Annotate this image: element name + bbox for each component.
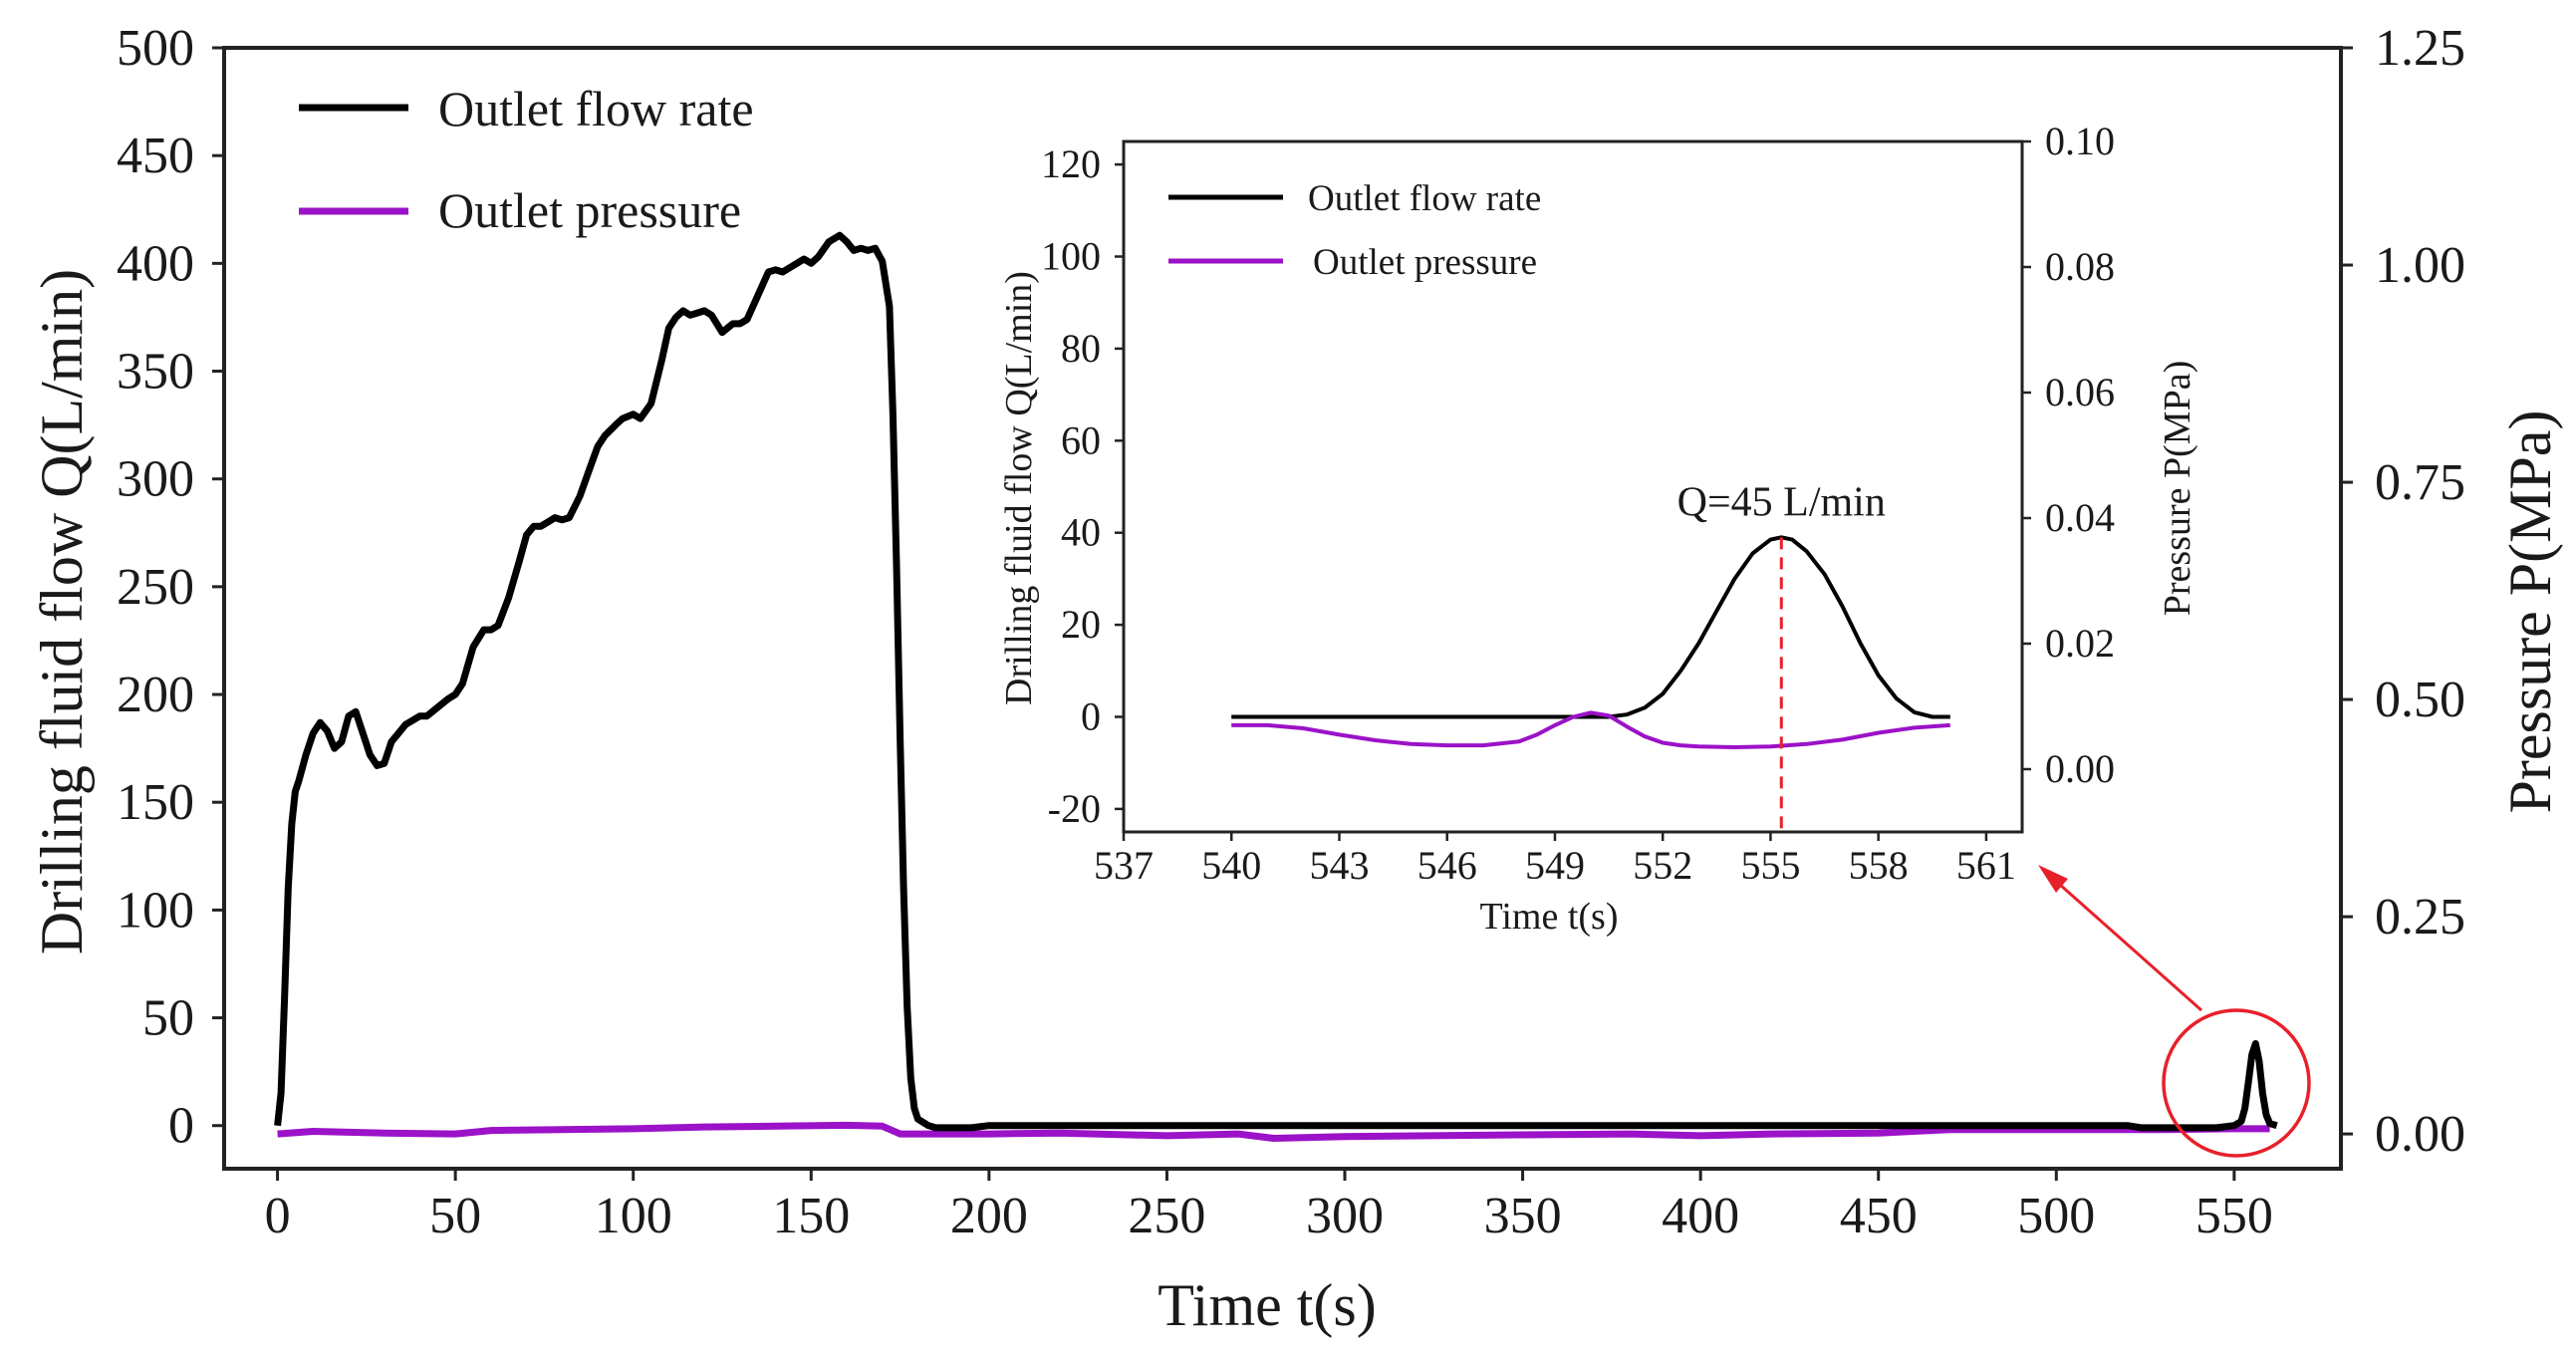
main-x-tick-label: 550 <box>2195 1188 2273 1244</box>
inset-x-tick-label: 549 <box>1525 843 1585 888</box>
inset-y2-axis-ticks: 0.00 0.02 0.04 0.06 0.08 0.10 <box>2022 119 2115 791</box>
main-legend-flow-label: Outlet flow rate <box>438 81 754 136</box>
inset-y-tick-label: -20 <box>1048 786 1101 831</box>
inset-chart: 537 540 543 546 549 552 555 558 561 -20 0 20 40 60 80… <box>998 119 2198 938</box>
inset-y2-tick-label: 0.00 <box>2045 746 2115 791</box>
main-y2-tick-label: 0.25 <box>2375 889 2465 946</box>
zoom-pointer-arrowhead <box>2038 865 2068 893</box>
main-legend: Outlet flow rate Outlet pressure <box>299 81 754 238</box>
main-y-tick-label: 200 <box>117 667 194 723</box>
main-x-tick-label: 50 <box>429 1188 481 1244</box>
inset-y2-tick-label: 0.10 <box>2045 119 2115 163</box>
inset-y2-axis-label: Pressure P(MPa) <box>2157 361 2198 616</box>
main-x-tick-label: 250 <box>1128 1188 1205 1244</box>
inset-x-tick-label: 540 <box>1201 843 1261 888</box>
main-x-tick-label: 500 <box>2017 1188 2095 1244</box>
inset-legend: Outlet flow rate Outlet pressure <box>1168 178 1541 283</box>
main-y-tick-label: 450 <box>117 128 194 184</box>
inset-series-outlet-flow-line <box>1231 535 1950 719</box>
inset-peak-annotation: Q=45 L/min <box>1677 479 1886 525</box>
inset-y2-tick-label: 0.06 <box>2045 370 2115 414</box>
inset-plot-frame <box>1122 139 2024 834</box>
inset-y-axis-label: Drilling fluid flow Q(L/min) <box>998 271 1040 705</box>
inset-y2-tick-label: 0.02 <box>2045 621 2115 666</box>
main-x-axis-label: Time t(s) <box>1158 1272 1377 1338</box>
main-x-tick-label: 300 <box>1306 1188 1384 1244</box>
inset-y-tick-label: 120 <box>1041 141 1101 186</box>
zoom-highlight-circle <box>2162 1008 2311 1158</box>
main-plot-frame <box>222 46 2343 1171</box>
inset-y2-tick-label: 0.04 <box>2045 495 2115 540</box>
main-x-tick-label: 350 <box>1484 1188 1562 1244</box>
inset-x-tick-label: 543 <box>1309 843 1369 888</box>
inset-y-tick-label: 20 <box>1061 602 1101 647</box>
main-y-tick-label: 300 <box>117 451 194 508</box>
main-x-tick-label: 0 <box>265 1188 291 1244</box>
main-y-tick-label: 0 <box>168 1098 194 1155</box>
main-x-tick-label: 450 <box>1840 1188 1918 1244</box>
inset-legend-pressure-label: Outlet pressure <box>1313 242 1537 283</box>
main-y2-axis-label: Pressure P(MPa) <box>2497 410 2563 814</box>
main-y-tick-label: 400 <box>117 235 194 292</box>
main-y-tick-label: 350 <box>117 344 194 401</box>
inset-y-axis-ticks: -20 0 20 40 60 80 100 120 <box>1041 141 1124 831</box>
inset-x-axis-ticks: 537 540 543 546 549 552 555 558 561 <box>1094 832 2016 888</box>
inset-y-tick-label: 60 <box>1061 417 1101 462</box>
main-y2-tick-label: 0.75 <box>2375 454 2465 511</box>
main-y2-axis-ticks: 0.00 0.25 0.50 0.75 1.00 1.25 <box>2341 20 2465 1163</box>
inset-series-outlet-pressure-line <box>1231 710 1950 749</box>
main-series-outlet-flow-line <box>274 231 2278 1132</box>
inset-x-tick-label: 552 <box>1633 843 1692 888</box>
main-x-tick-label: 200 <box>950 1188 1028 1244</box>
main-y2-tick-label: 0.00 <box>2375 1106 2465 1163</box>
inset-x-tick-label: 537 <box>1094 843 1154 888</box>
main-legend-pressure-label: Outlet pressure <box>438 182 741 238</box>
main-x-tick-label: 100 <box>595 1188 672 1244</box>
main-series-outlet-pressure-line <box>277 1121 2270 1142</box>
inset-x-tick-label: 561 <box>1956 843 2016 888</box>
main-y-tick-label: 150 <box>117 774 194 831</box>
main-y-axis-ticks: 0 50 100 150 200 250 300 350 400 450 500 <box>117 20 224 1155</box>
inset-y-tick-label: 40 <box>1061 510 1101 555</box>
inset-x-tick-label: 555 <box>1740 843 1800 888</box>
inset-y-tick-label: 0 <box>1081 694 1101 739</box>
main-x-axis-ticks: 0 50 100 150 200 250 300 350 400 450 500 550 <box>265 1169 2273 1244</box>
main-y-axis-label: Drilling fluid flow Q(L/min) <box>29 269 95 954</box>
main-y2-tick-label: 1.00 <box>2375 237 2465 294</box>
main-chart: 0 50 100 150 200 250 300 350 400 450 500 550 050100… <box>29 20 2563 1338</box>
inset-x-tick-label: 546 <box>1417 843 1477 888</box>
main-x-tick-label: 150 <box>772 1188 850 1244</box>
inset-legend-flow-label: Outlet flow rate <box>1308 178 1541 219</box>
inset-y-tick-label: 80 <box>1061 326 1101 371</box>
inset-y-tick-label: 100 <box>1041 234 1101 279</box>
inset-y2-tick-label: 0.08 <box>2045 244 2115 289</box>
main-y-tick-label: 250 <box>117 559 194 616</box>
main-y-tick-label: 100 <box>117 882 194 939</box>
main-y2-tick-label: 1.25 <box>2375 20 2465 77</box>
main-y-tick-label: 50 <box>142 990 194 1047</box>
zoom-pointer-arrow <box>2041 867 2202 1012</box>
inset-x-axis-label: Time t(s) <box>1479 896 1618 938</box>
main-y2-tick-label: 0.50 <box>2375 672 2465 728</box>
main-y-tick-label: 500 <box>117 20 194 77</box>
inset-x-tick-label: 558 <box>1849 843 1909 888</box>
main-x-tick-label: 400 <box>1662 1188 1739 1244</box>
